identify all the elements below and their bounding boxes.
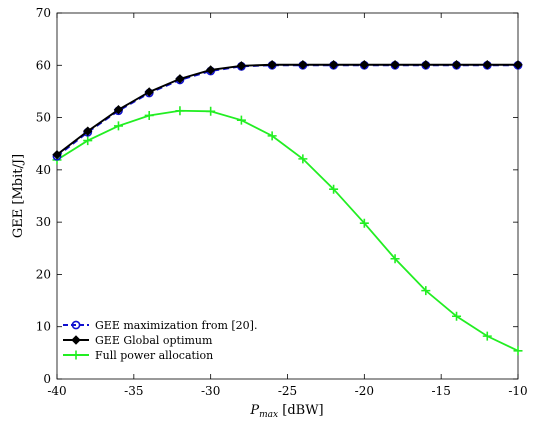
x-axis-label-main: P: [249, 403, 259, 418]
y-tick-label: 60: [36, 58, 51, 72]
x-tick-label: -15: [432, 384, 451, 398]
legend-label: Full power allocation: [95, 349, 213, 362]
x-tick-label: -25: [278, 384, 297, 398]
x-tick-label: -30: [201, 384, 220, 398]
legend-label: GEE maximization from [20].: [95, 319, 257, 332]
series-2-point: [298, 154, 308, 164]
series-2-point: [144, 110, 154, 120]
series-2-point: [113, 121, 123, 131]
y-tick-label: 40: [36, 163, 51, 177]
series-1-point: [144, 87, 154, 97]
legend: GEE maximization from [20]. GEE Global op…: [63, 319, 257, 362]
plot-area: [56, 12, 519, 380]
series-1-point: [175, 74, 185, 84]
legend-entry-2: Full power allocation: [63, 349, 213, 362]
y-axis-label: GEE [Mbit/J]: [11, 154, 26, 238]
series-1-point: [421, 60, 431, 70]
series-1-point: [482, 60, 492, 70]
x-axis-label-sub: max: [259, 410, 278, 420]
series-2-point: [83, 136, 93, 146]
series-2-point: [421, 286, 431, 296]
legend-entry-0: GEE maximization from [20].: [63, 319, 257, 332]
series-2-point: [513, 346, 523, 356]
series-1-point: [236, 61, 247, 71]
series-1-point: [52, 149, 62, 160]
series-2-point: [390, 254, 400, 264]
series-2-point: [267, 131, 277, 141]
series-1-point: [359, 60, 370, 70]
legend-label: GEE Global optimum: [95, 334, 213, 347]
legend-swatch-marker: [71, 335, 81, 345]
x-tick-label: -20: [355, 384, 374, 398]
series-1-point: [205, 65, 216, 75]
x-tick-label: -35: [124, 384, 143, 398]
series-layer: [52, 60, 523, 356]
series-1-point: [83, 126, 93, 136]
x-tick-label: -40: [47, 384, 66, 398]
series-line-2: [56, 109, 519, 352]
series-2-point: [175, 106, 185, 116]
legend-swatch-marker: [71, 350, 81, 360]
legend-swatch-marker: [71, 320, 81, 330]
series-line-1: [56, 63, 518, 156]
x-axis-label: Pmax [dBW]: [249, 403, 323, 420]
series-2-point: [206, 106, 216, 116]
series-1-point: [513, 60, 523, 70]
y-tick-label: 10: [36, 320, 51, 334]
series-1-point: [390, 60, 400, 70]
x-axis-label-unit: [dBW]: [278, 403, 324, 418]
axis-ticks: -40 -35 -30 -25 -20 -15 -10 0 10 20 30 40 50 60 70: [36, 6, 528, 398]
y-tick-label: 30: [36, 215, 51, 229]
y-tick-label: 20: [36, 267, 51, 281]
series-2-point: [452, 311, 462, 321]
series-2-point: [329, 184, 339, 194]
legend-entry-1: GEE Global optimum: [63, 334, 213, 347]
y-tick-label: 0: [43, 372, 51, 386]
series-2-point: [236, 115, 246, 125]
series-2-point: [359, 218, 369, 228]
y-tick-label: 50: [36, 111, 51, 125]
series-2-point: [482, 331, 492, 341]
series-1-point: [298, 60, 308, 70]
y-tick-label: 70: [36, 6, 51, 20]
series-1-point: [113, 105, 124, 115]
series-1-point: [328, 60, 339, 70]
series-1: [52, 60, 523, 160]
series-1-point: [451, 60, 462, 70]
series-1-point: [267, 60, 277, 70]
x-tick-label: -10: [508, 384, 527, 398]
